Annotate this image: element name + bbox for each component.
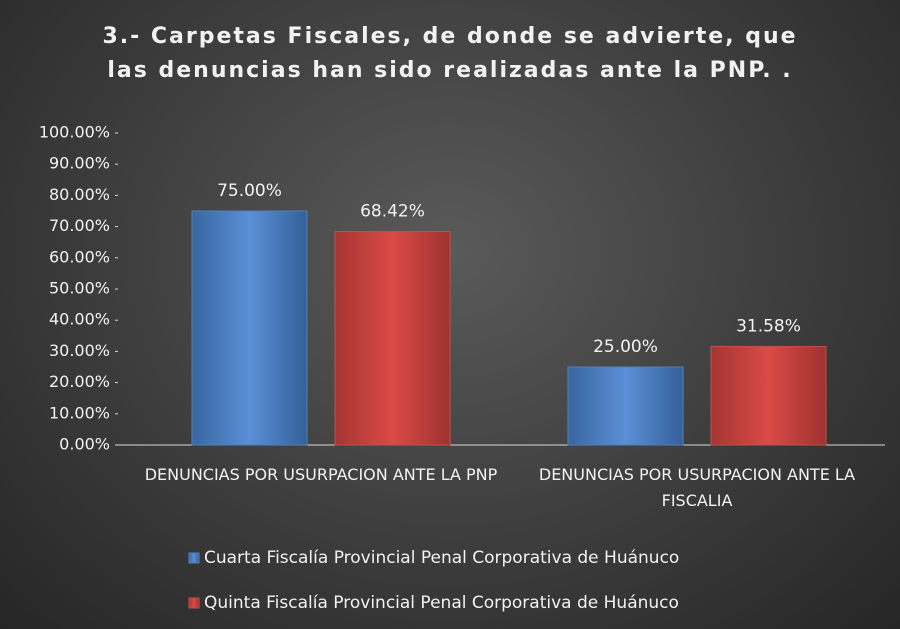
y-tick-label: 50.00% [49,279,110,298]
legend-label: Quinta Fiscalía Provincial Penal Corpora… [204,593,679,613]
chart-title: 3.- Carpetas Fiscales, de donde se advie… [102,24,798,83]
y-tick-label: 10.00% [49,403,110,422]
x-tick-label: DENUNCIAS POR USURPACION ANTE LA FISCALI… [538,465,856,510]
x-tick-label: DENUNCIAS POR USURPACION ANTE LA PNP [144,465,498,484]
bar [191,210,308,446]
y-tick-label: 70.00% [49,216,110,235]
y-tick-label: 80.00% [49,185,110,204]
y-tick-label: 30.00% [49,341,110,360]
data-label: 68.42% [360,202,425,222]
bar [710,345,827,446]
data-label: 31.58% [736,316,801,336]
y-tick-label: 0.00% [59,435,110,454]
y-tick-label: 60.00% [49,247,110,266]
y-tick-label: 40.00% [49,310,110,329]
y-tick-label: 100.00% [39,123,110,142]
y-tick-label: 20.00% [49,372,110,391]
legend-label: Cuarta Fiscalía Provincial Penal Corpora… [204,548,679,568]
bar [567,366,684,446]
bar [334,231,451,446]
legend-swatch [188,552,200,564]
data-label: 75.00% [217,181,282,201]
legend-swatch [188,597,200,609]
y-tick-label: 90.00% [49,154,110,173]
data-label: 25.00% [593,337,658,357]
